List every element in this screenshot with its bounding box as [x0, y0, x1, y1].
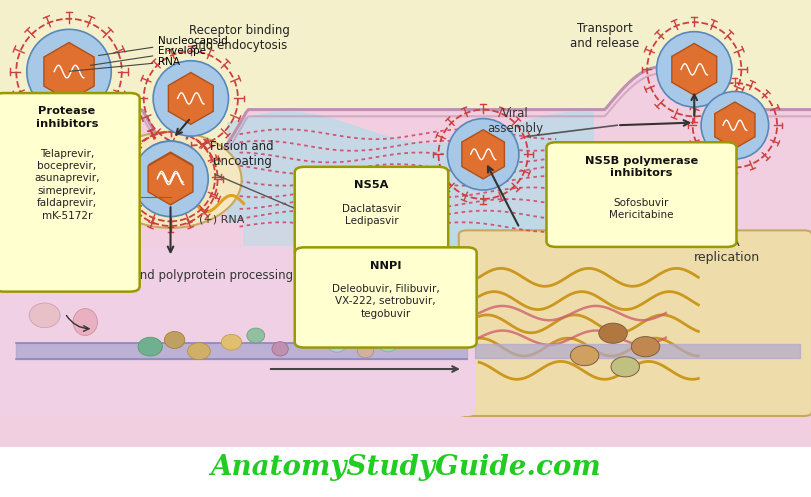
Text: Transport
and release: Transport and release — [569, 22, 639, 50]
Text: RNA
replication: RNA replication — [693, 237, 759, 264]
Text: Envelope: Envelope — [90, 46, 206, 65]
FancyBboxPatch shape — [294, 248, 476, 347]
Polygon shape — [714, 102, 754, 149]
Ellipse shape — [164, 331, 185, 348]
Ellipse shape — [27, 29, 111, 114]
Text: Deleobuvir, Filibuvir,
VX-222, setrobuvir,
tegobuvir: Deleobuvir, Filibuvir, VX-222, setrobuvi… — [332, 284, 439, 319]
Text: Viral
assembly: Viral assembly — [487, 107, 543, 135]
Ellipse shape — [328, 336, 346, 352]
Ellipse shape — [447, 119, 518, 190]
Ellipse shape — [379, 337, 397, 352]
Ellipse shape — [357, 344, 373, 358]
Ellipse shape — [569, 345, 599, 366]
Polygon shape — [148, 153, 193, 205]
Ellipse shape — [700, 91, 768, 159]
Text: Telaprevir,
boceprevir,
asunaprevir,
simeprevir,
faldaprevir,
mK-5172r: Telaprevir, boceprevir, asunaprevir, sim… — [34, 149, 100, 221]
Text: Protease
inhibitors: Protease inhibitors — [36, 106, 98, 129]
Polygon shape — [149, 152, 191, 201]
Ellipse shape — [631, 336, 659, 357]
FancyBboxPatch shape — [546, 142, 736, 247]
Ellipse shape — [187, 342, 210, 360]
Text: (+) RNA: (+) RNA — [199, 214, 244, 224]
Text: NS5B polymerase
inhibitors: NS5B polymerase inhibitors — [584, 156, 697, 178]
FancyBboxPatch shape — [0, 93, 139, 292]
Text: Fusion and
uncoating: Fusion and uncoating — [210, 140, 273, 168]
Polygon shape — [461, 130, 504, 179]
Ellipse shape — [138, 337, 162, 356]
Text: Nucleocapsid: Nucleocapsid — [98, 36, 228, 56]
Ellipse shape — [294, 329, 314, 346]
Text: Sofosbuvir
Mericitabine: Sofosbuvir Mericitabine — [608, 198, 673, 220]
FancyBboxPatch shape — [0, 246, 474, 416]
Text: AnatomyStudyGuide.com: AnatomyStudyGuide.com — [210, 454, 601, 482]
Ellipse shape — [100, 132, 242, 228]
Polygon shape — [168, 73, 213, 124]
FancyBboxPatch shape — [458, 230, 811, 416]
Text: RNA: RNA — [69, 57, 180, 71]
Polygon shape — [671, 43, 716, 95]
Ellipse shape — [221, 334, 242, 350]
Ellipse shape — [135, 141, 206, 212]
Text: NS5A: NS5A — [354, 180, 388, 190]
FancyBboxPatch shape — [0, 0, 811, 447]
Ellipse shape — [73, 309, 97, 335]
Text: NNPI: NNPI — [370, 261, 401, 271]
Ellipse shape — [656, 32, 731, 107]
FancyBboxPatch shape — [294, 167, 448, 256]
Polygon shape — [44, 43, 94, 100]
Ellipse shape — [153, 61, 228, 136]
Text: Translation and polyprotein processing: Translation and polyprotein processing — [64, 268, 293, 282]
Ellipse shape — [599, 323, 627, 343]
Text: Receptor binding
and endocytosis: Receptor binding and endocytosis — [189, 24, 290, 52]
Ellipse shape — [29, 303, 60, 328]
Text: Daclatasvir
Ledipasvir: Daclatasvir Ledipasvir — [341, 204, 401, 226]
Ellipse shape — [610, 357, 639, 377]
Ellipse shape — [133, 141, 208, 217]
Ellipse shape — [247, 328, 264, 343]
Ellipse shape — [272, 342, 288, 356]
